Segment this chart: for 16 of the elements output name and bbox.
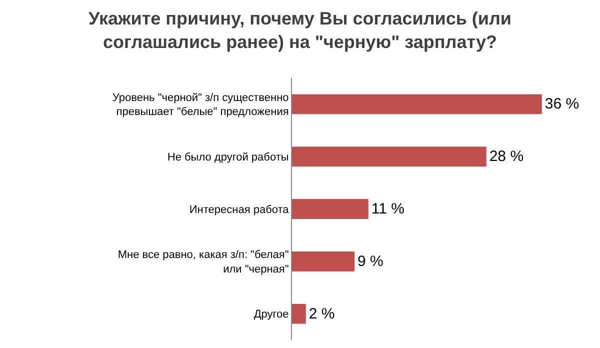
bar <box>292 146 486 167</box>
y-tick-label: Интересная работа <box>189 204 290 216</box>
y-tick-label: Мне все равно, какая з/п: "белая" или "черная" <box>118 249 289 276</box>
y-tick-label: Не было другой работы <box>167 151 289 164</box>
data-label: 11 % <box>371 200 404 218</box>
data-label: 9 % <box>357 252 384 270</box>
data-label: 28 % <box>489 148 524 166</box>
chart-title: Укажите причину, почему Вы согласились (или соглашались ранее) на "черную" зарплату? <box>88 8 512 52</box>
bar <box>292 251 354 272</box>
bar <box>292 304 306 324</box>
y-tick-label: Другое <box>254 308 289 321</box>
y-tick-label: Уровень "черной" з/п существенно превышает "белые" предложения <box>112 92 289 118</box>
bar <box>292 199 368 219</box>
bar <box>292 94 542 114</box>
data-label: 2 % <box>308 305 335 322</box>
data-label: 36 % <box>544 96 580 113</box>
